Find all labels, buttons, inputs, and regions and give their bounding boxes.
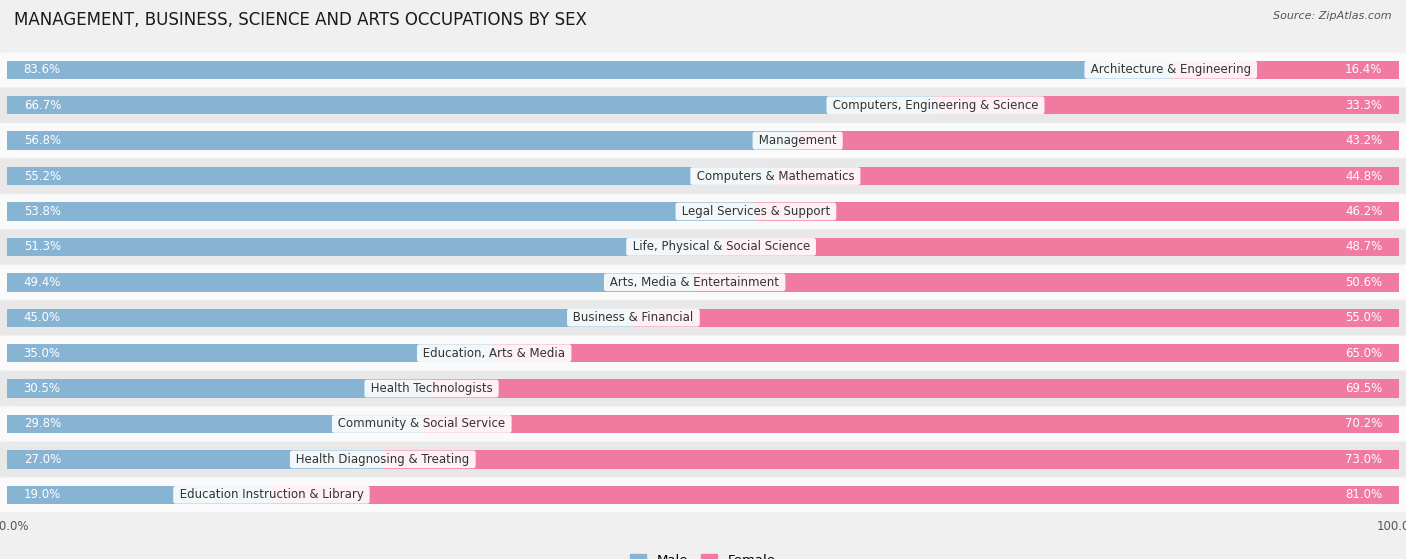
Text: Community & Social Service: Community & Social Service — [335, 418, 509, 430]
Text: 73.0%: 73.0% — [1346, 453, 1382, 466]
Text: Education, Arts & Media: Education, Arts & Media — [419, 347, 569, 359]
Bar — [695, 273, 1399, 291]
Text: 65.0%: 65.0% — [1346, 347, 1382, 359]
FancyBboxPatch shape — [0, 88, 1406, 122]
Bar — [494, 344, 1399, 362]
FancyBboxPatch shape — [0, 371, 1406, 406]
Bar — [7, 60, 1171, 79]
Text: Computers, Engineering & Science: Computers, Engineering & Science — [830, 99, 1042, 112]
Legend: Male, Female: Male, Female — [626, 549, 780, 559]
Text: 66.7%: 66.7% — [24, 99, 60, 112]
Bar — [7, 309, 633, 327]
Text: 69.5%: 69.5% — [1346, 382, 1382, 395]
Bar — [422, 415, 1399, 433]
Bar — [775, 167, 1399, 185]
FancyBboxPatch shape — [0, 442, 1406, 477]
Bar — [7, 238, 721, 256]
Text: 55.0%: 55.0% — [1346, 311, 1382, 324]
Text: Business & Financial: Business & Financial — [569, 311, 697, 324]
Bar — [7, 202, 756, 221]
Bar — [797, 131, 1399, 150]
Bar — [1171, 60, 1399, 79]
Bar — [382, 450, 1399, 468]
FancyBboxPatch shape — [0, 194, 1406, 229]
FancyBboxPatch shape — [0, 265, 1406, 300]
Text: 45.0%: 45.0% — [24, 311, 60, 324]
Bar — [7, 486, 271, 504]
FancyBboxPatch shape — [0, 159, 1406, 193]
Text: 29.8%: 29.8% — [24, 418, 60, 430]
Bar — [935, 96, 1399, 115]
FancyBboxPatch shape — [0, 406, 1406, 441]
Bar — [271, 486, 1399, 504]
Text: 55.2%: 55.2% — [24, 169, 60, 183]
FancyBboxPatch shape — [0, 53, 1406, 87]
Text: 44.8%: 44.8% — [1346, 169, 1382, 183]
Bar — [7, 131, 797, 150]
FancyBboxPatch shape — [0, 336, 1406, 371]
Text: Computers & Mathematics: Computers & Mathematics — [693, 169, 858, 183]
Bar — [7, 96, 935, 115]
Text: 49.4%: 49.4% — [24, 276, 60, 289]
Text: 30.5%: 30.5% — [24, 382, 60, 395]
Text: 48.7%: 48.7% — [1346, 240, 1382, 253]
Text: Life, Physical & Social Science: Life, Physical & Social Science — [628, 240, 814, 253]
Text: 35.0%: 35.0% — [24, 347, 60, 359]
Text: Legal Services & Support: Legal Services & Support — [678, 205, 834, 218]
Text: Management: Management — [755, 134, 841, 147]
Bar — [7, 450, 382, 468]
Bar — [721, 238, 1399, 256]
Text: 83.6%: 83.6% — [24, 63, 60, 76]
Bar — [7, 344, 494, 362]
Bar — [633, 309, 1399, 327]
Text: MANAGEMENT, BUSINESS, SCIENCE AND ARTS OCCUPATIONS BY SEX: MANAGEMENT, BUSINESS, SCIENCE AND ARTS O… — [14, 11, 586, 29]
Text: Architecture & Engineering: Architecture & Engineering — [1087, 63, 1254, 76]
FancyBboxPatch shape — [0, 300, 1406, 335]
Text: 16.4%: 16.4% — [1346, 63, 1382, 76]
Text: Arts, Media & Entertainment: Arts, Media & Entertainment — [606, 276, 783, 289]
Text: Education Instruction & Library: Education Instruction & Library — [176, 489, 367, 501]
Text: 56.8%: 56.8% — [24, 134, 60, 147]
Text: 50.6%: 50.6% — [1346, 276, 1382, 289]
Bar — [7, 380, 432, 398]
Text: 33.3%: 33.3% — [1346, 99, 1382, 112]
Text: Source: ZipAtlas.com: Source: ZipAtlas.com — [1274, 11, 1392, 21]
Text: 81.0%: 81.0% — [1346, 489, 1382, 501]
FancyBboxPatch shape — [0, 124, 1406, 158]
Text: Health Technologists: Health Technologists — [367, 382, 496, 395]
Bar — [7, 167, 775, 185]
Text: 27.0%: 27.0% — [24, 453, 60, 466]
Text: 46.2%: 46.2% — [1346, 205, 1382, 218]
Text: 70.2%: 70.2% — [1346, 418, 1382, 430]
Text: 53.8%: 53.8% — [24, 205, 60, 218]
Text: 43.2%: 43.2% — [1346, 134, 1382, 147]
Bar — [7, 415, 422, 433]
Bar — [756, 202, 1399, 221]
Bar — [432, 380, 1399, 398]
Bar — [7, 273, 695, 291]
Text: Health Diagnosing & Treating: Health Diagnosing & Treating — [292, 453, 474, 466]
FancyBboxPatch shape — [0, 230, 1406, 264]
FancyBboxPatch shape — [0, 477, 1406, 512]
Text: 19.0%: 19.0% — [24, 489, 60, 501]
Text: 51.3%: 51.3% — [24, 240, 60, 253]
